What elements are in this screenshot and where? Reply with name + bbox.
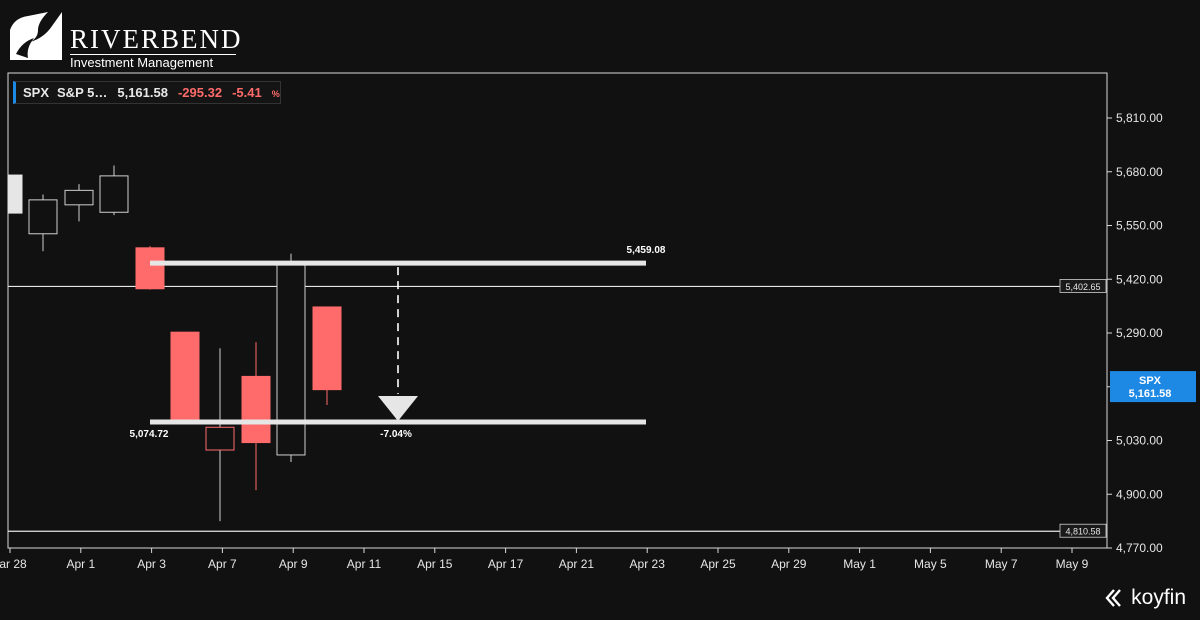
- koyfin-wordmark: koyfin: [1131, 586, 1186, 609]
- horizontal-line-tag: [1059, 523, 1107, 538]
- x-tick-label: Apr 17: [488, 557, 524, 571]
- annotation-change-label: -7.04%: [380, 429, 412, 440]
- x-tick-label: Apr 29: [771, 557, 807, 571]
- y-tick-label: 5,680.00: [1116, 165, 1163, 179]
- legend-symbol: SPX: [23, 85, 50, 100]
- legend-pct-sign: %: [271, 89, 280, 99]
- horizontal-line-tag: [1059, 279, 1107, 293]
- legend-change-pct: -5.41%: [232, 85, 290, 100]
- x-tick-label: Apr 15: [417, 557, 453, 571]
- x-tick-label: Apr 7: [208, 557, 237, 571]
- x-tick-label: May 7: [985, 557, 1018, 571]
- x-tick-label: Apr 25: [700, 557, 736, 571]
- candle-body: [64, 189, 94, 206]
- x-tick-label: Mar 28: [0, 557, 27, 571]
- candle-body: [99, 175, 129, 213]
- legend-last-price: 5,161.58: [117, 85, 168, 100]
- y-tick-label: 4,770.00: [1116, 541, 1163, 555]
- legend-name: S&P 5…: [57, 85, 108, 100]
- price-tag-symbol: SPX: [1139, 375, 1162, 387]
- koyfin-watermark: koyfin: [1105, 586, 1186, 610]
- horizontal-line-label: 4,810.58: [1065, 527, 1100, 537]
- candle-body: [135, 247, 165, 290]
- x-tick-label: Apr 21: [559, 557, 595, 571]
- candle-body: [28, 199, 58, 235]
- candle-body: [276, 263, 306, 456]
- annotation-arrow-head: [378, 396, 418, 422]
- x-tick-label: May 9: [1056, 557, 1089, 571]
- candle-body: [205, 426, 235, 451]
- x-tick-label: Apr 3: [137, 557, 166, 571]
- koyfin-logo-icon: [1105, 589, 1122, 607]
- x-tick-label: May 1: [843, 557, 876, 571]
- plot-frame: [7, 72, 1108, 549]
- legend-change-pct-value: -5.41: [232, 85, 262, 100]
- brand-divider: [70, 54, 236, 55]
- candle-body: [312, 306, 342, 391]
- y-tick-label: 4,900.00: [1116, 487, 1163, 501]
- candle-body: [170, 331, 200, 423]
- x-tick-label: May 5: [914, 557, 947, 571]
- y-tick-label: 5,810.00: [1116, 111, 1163, 125]
- bird-logo-icon: [10, 12, 62, 60]
- annotation-bottom-label: 5,074.72: [130, 429, 169, 440]
- x-tick-label: Apr 23: [630, 557, 666, 571]
- brand-name: RIVERBEND: [70, 24, 243, 54]
- legend-change: -295.32: [177, 85, 223, 100]
- symbol-legend[interactable]: SPX S&P 5… 5,161.58 -295.32 -5.41%: [13, 81, 281, 104]
- y-tick-label: 5,550.00: [1116, 219, 1163, 233]
- y-tick-label: 5,420.00: [1116, 272, 1163, 286]
- y-tick-label: 5,290.00: [1116, 326, 1163, 340]
- annotation-top-label: 5,459.08: [627, 245, 666, 256]
- x-tick-label: Apr 11: [347, 557, 382, 571]
- price-tag-value: 5,161.58: [1129, 388, 1172, 400]
- candle-body: [7, 174, 23, 214]
- x-tick-label: Apr 9: [279, 557, 308, 571]
- y-tick-label: 5,030.00: [1116, 434, 1163, 448]
- x-tick-label: Apr 1: [66, 557, 95, 571]
- candle-body: [241, 375, 271, 444]
- price-tag-box: [1110, 371, 1196, 403]
- brand-subtitle: Investment Management: [70, 55, 214, 70]
- horizontal-line-label: 5,402.65: [1065, 282, 1100, 292]
